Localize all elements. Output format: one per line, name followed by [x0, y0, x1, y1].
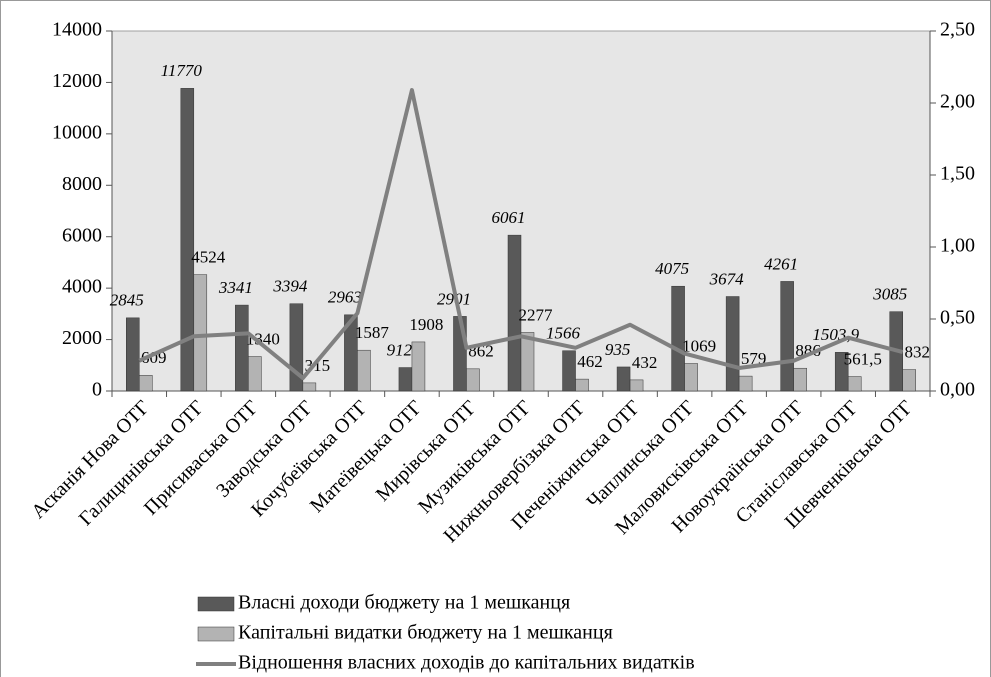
- data-label: 1566: [546, 324, 581, 343]
- data-label: 1340: [246, 329, 280, 348]
- bar: [507, 234, 522, 392]
- y-tick-label: 0: [92, 379, 102, 401]
- data-label: 832: [904, 343, 930, 362]
- y-tick-label: 8000: [62, 173, 102, 195]
- bar: [235, 304, 249, 392]
- bar: [302, 382, 317, 392]
- data-label: 462: [577, 352, 603, 371]
- data-label: 1587: [355, 323, 390, 342]
- bar: [357, 349, 371, 392]
- data-label: 935: [605, 340, 631, 359]
- legend-swatch: [197, 596, 235, 612]
- data-label: 2901: [437, 289, 471, 308]
- bar: [902, 369, 916, 392]
- line-series: [138, 88, 904, 381]
- data-label: 11770: [161, 61, 203, 80]
- data-label: 3085: [872, 285, 907, 304]
- data-label: 2963: [328, 288, 362, 307]
- bar: [466, 368, 480, 392]
- bar: [793, 367, 807, 392]
- y2-tick-label: 0,00: [940, 379, 975, 401]
- data-label: 3394: [272, 277, 308, 296]
- bar: [684, 363, 698, 392]
- legend-swatch: [197, 626, 235, 642]
- data-label: 912: [387, 340, 413, 359]
- data-label: 4524: [191, 248, 226, 267]
- bar: [562, 350, 576, 392]
- y2-tick-label: 1,00: [940, 235, 975, 257]
- legend-label: Відношення власних доходів до капітальни…: [238, 652, 695, 674]
- data-label: 4261: [764, 254, 798, 273]
- y2-tick-label: 2,00: [940, 91, 975, 113]
- y-tick-label: 10000: [52, 121, 102, 143]
- data-label: 2845: [110, 291, 144, 310]
- bar: [126, 317, 140, 392]
- bar: [575, 378, 589, 392]
- bar: [398, 367, 413, 392]
- bar: [834, 352, 849, 392]
- data-label: 561,5: [844, 349, 882, 368]
- data-label: 2277: [519, 305, 554, 324]
- bar: [193, 274, 208, 392]
- bar: [847, 376, 862, 392]
- bar: [139, 375, 153, 392]
- y2-tick-label: 1,50: [940, 163, 975, 185]
- bar: [616, 366, 631, 392]
- bar: [248, 356, 262, 392]
- y-tick-label: 6000: [62, 224, 102, 246]
- data-label: 1908: [409, 315, 443, 334]
- y2-tick-label: 0,50: [940, 307, 975, 329]
- bar: [411, 341, 426, 392]
- bar: [520, 332, 535, 392]
- y-tick-label: 4000: [62, 276, 102, 298]
- data-label: 432: [632, 353, 658, 372]
- y2-tick-label: 2,50: [940, 19, 975, 41]
- bar: [180, 88, 195, 392]
- data-label: 3674: [709, 269, 745, 288]
- legend-label: Власні доходи бюджету на 1 мешканця: [238, 592, 570, 614]
- bar: [453, 316, 467, 392]
- y-tick-label: 2000: [62, 327, 102, 349]
- y-tick-label: 14000: [52, 19, 102, 41]
- bar: [725, 296, 740, 392]
- bar: [780, 281, 794, 392]
- bar: [671, 285, 685, 392]
- legend-label: Капітальні видатки бюджету на 1 мешканця: [238, 622, 613, 644]
- data-label: 3341: [218, 278, 253, 297]
- bar: [738, 375, 753, 392]
- data-label: 6061: [492, 208, 526, 227]
- data-label: 4075: [655, 259, 689, 278]
- y-tick-label: 12000: [52, 70, 102, 92]
- bar: [629, 379, 644, 392]
- data-label: 1069: [682, 336, 716, 355]
